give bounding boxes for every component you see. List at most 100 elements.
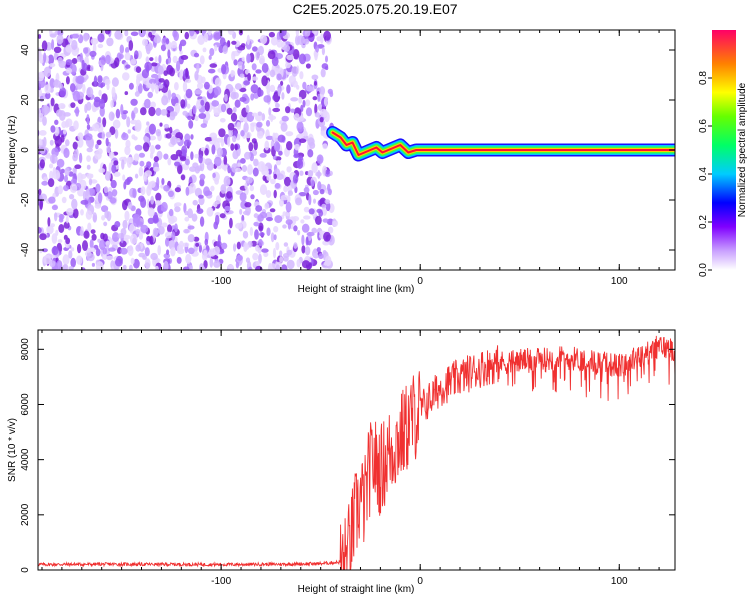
noise-speckle <box>165 237 170 247</box>
noise-speckle <box>104 210 110 219</box>
noise-speckle <box>147 207 155 217</box>
noise-speckle <box>117 233 125 239</box>
noise-speckle <box>219 213 226 219</box>
noise-speckle <box>157 226 165 235</box>
noise-speckle <box>77 243 82 254</box>
noise-speckle <box>70 257 76 268</box>
noise-speckle <box>272 107 281 113</box>
noise-speckle <box>200 123 207 128</box>
noise-speckle <box>241 165 248 172</box>
noise-speckle <box>84 133 93 141</box>
noise-speckle <box>179 70 183 81</box>
noise-speckle <box>146 185 152 197</box>
noise-speckle <box>204 148 209 156</box>
noise-speckle <box>198 194 204 199</box>
noise-speckle <box>259 232 265 237</box>
noise-speckle <box>41 180 49 186</box>
snr-ylabel: SNR (10 * v/v) <box>7 418 18 482</box>
noise-speckle <box>298 192 307 197</box>
noise-speckle <box>56 260 63 270</box>
noise-speckle <box>218 128 226 138</box>
noise-speckle <box>209 257 214 268</box>
noise-speckle <box>243 122 249 133</box>
noise-speckle <box>203 249 208 258</box>
noise-speckle <box>46 224 54 235</box>
noise-speckle <box>94 150 102 160</box>
noise-speckle <box>194 153 199 159</box>
y-tick-label: 20 <box>20 94 31 106</box>
noise-speckle <box>161 95 169 106</box>
noise-speckle <box>124 30 129 37</box>
noise-speckle <box>165 133 172 139</box>
noise-speckle <box>125 47 130 54</box>
ridge-band <box>331 131 675 156</box>
noise-speckle <box>75 75 84 84</box>
noise-speckle <box>160 44 167 52</box>
noise-speckle <box>218 44 224 54</box>
noise-speckle <box>296 121 304 133</box>
noise-speckle <box>167 224 172 233</box>
noise-speckle <box>170 154 179 161</box>
noise-speckle <box>300 104 304 112</box>
noise-speckle <box>134 144 143 151</box>
noise-speckle <box>103 221 108 227</box>
noise-speckle <box>92 215 97 222</box>
noise-speckle <box>190 151 194 161</box>
noise-speckle-field <box>38 30 339 270</box>
noise-speckle <box>257 89 264 97</box>
noise-speckle <box>303 38 310 45</box>
noise-speckle <box>279 250 283 257</box>
noise-speckle <box>229 217 233 229</box>
noise-speckle <box>180 174 186 181</box>
noise-speckle <box>255 205 263 212</box>
noise-speckle <box>256 130 264 139</box>
noise-speckle <box>101 131 106 140</box>
noise-speckle <box>208 55 212 60</box>
noise-speckle <box>71 33 80 39</box>
noise-speckle <box>132 213 141 224</box>
noise-speckle <box>63 185 69 192</box>
noise-speckle <box>155 107 162 116</box>
noise-speckle <box>126 116 131 128</box>
noise-speckle <box>280 30 287 37</box>
noise-speckle <box>54 78 59 86</box>
noise-speckle <box>160 109 168 116</box>
noise-speckle <box>274 182 281 189</box>
noise-speckle <box>224 205 231 212</box>
noise-speckle <box>90 38 99 45</box>
noise-speckle <box>138 152 145 158</box>
noise-speckle <box>285 61 291 69</box>
noise-speckle <box>49 63 56 68</box>
noise-speckle <box>73 120 79 130</box>
noise-speckle <box>157 245 161 256</box>
noise-speckle <box>208 248 216 257</box>
noise-speckle <box>170 215 178 223</box>
noise-speckle <box>314 112 321 118</box>
noise-speckle <box>279 198 284 207</box>
noise-speckle <box>134 173 139 179</box>
x-tick-label: -100 <box>211 276 231 287</box>
noise-speckle <box>57 185 63 195</box>
noise-speckle <box>135 244 141 252</box>
noise-speckle <box>298 96 303 104</box>
noise-speckle <box>74 164 82 169</box>
noise-speckle <box>298 89 307 100</box>
noise-speckle <box>317 93 321 102</box>
noise-speckle <box>305 107 313 117</box>
noise-speckle <box>209 48 215 56</box>
noise-speckle <box>322 143 328 150</box>
noise-speckle <box>183 202 187 214</box>
noise-speckle <box>136 76 140 87</box>
noise-speckle <box>298 53 307 65</box>
noise-speckle <box>122 219 128 229</box>
noise-speckle <box>296 258 301 268</box>
noise-speckle <box>222 45 228 55</box>
noise-speckle <box>135 228 141 235</box>
noise-speckle <box>50 125 56 133</box>
noise-speckle <box>263 251 269 258</box>
noise-speckle <box>313 198 316 204</box>
noise-speckle <box>165 38 170 45</box>
noise-speckle <box>292 174 299 184</box>
noise-speckle <box>95 143 99 150</box>
noise-speckle <box>38 72 45 82</box>
